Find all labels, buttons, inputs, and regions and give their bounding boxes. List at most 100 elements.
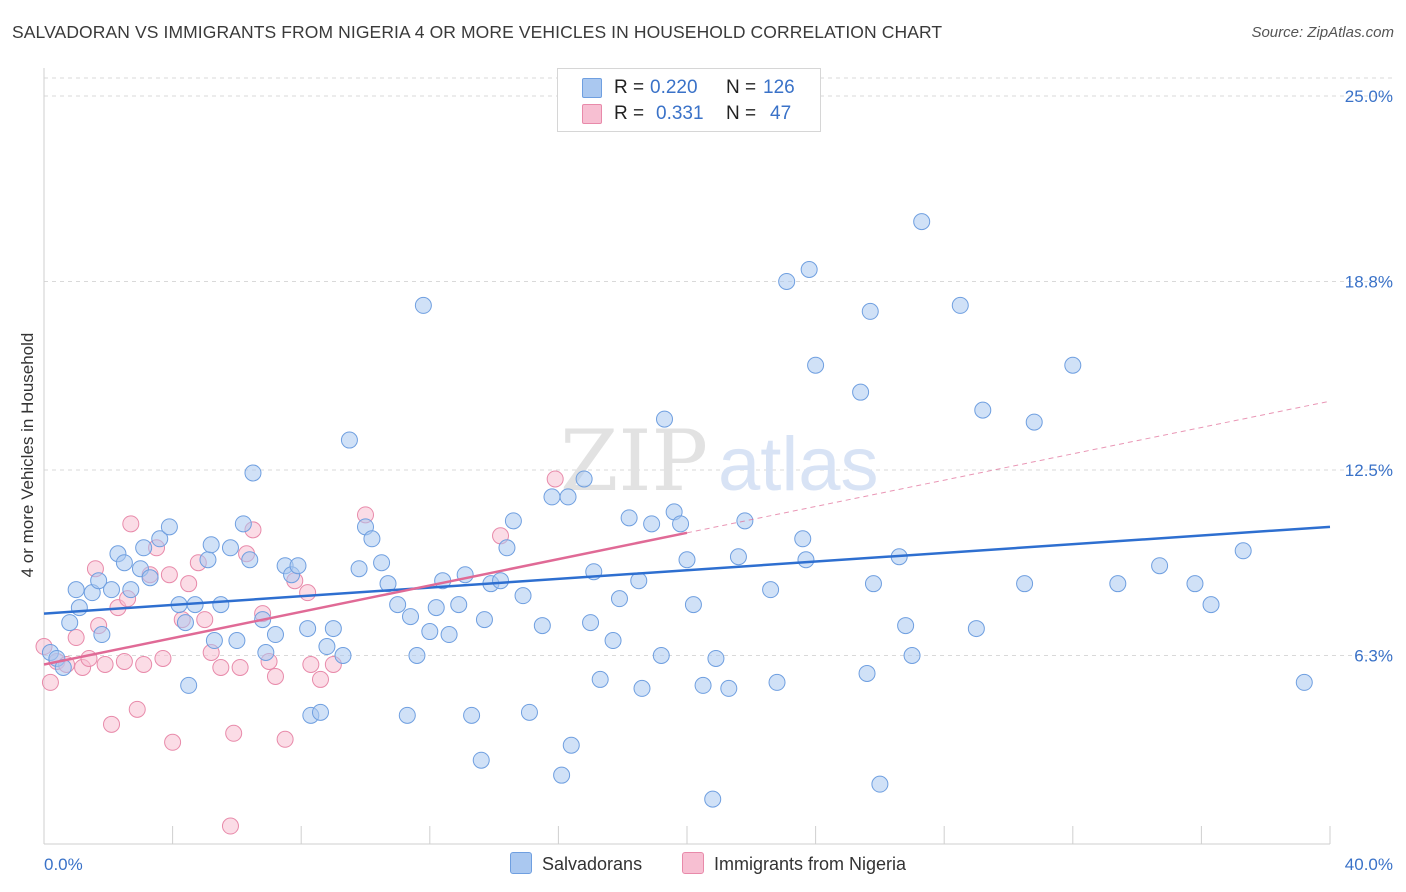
salvadoran-point	[93, 626, 111, 644]
legend-r-label: R =	[614, 77, 645, 98]
salvadoran-point	[61, 614, 79, 632]
salvadoran-point	[373, 554, 391, 572]
legend-label-salvadorans: Salvadorans	[542, 854, 643, 874]
nigeria-point	[266, 667, 284, 685]
salvadoran-point	[610, 590, 628, 608]
nigeria-point	[160, 566, 178, 584]
nigeria-point	[221, 817, 239, 835]
salvadoran-point	[729, 548, 747, 566]
legend-n-label: N =	[726, 77, 757, 98]
salvadoran-point	[707, 649, 725, 667]
salvadoran-point	[241, 551, 259, 569]
x-tick-label: 40.0%	[1345, 855, 1393, 874]
salvadoran-point	[212, 596, 230, 614]
salvadoran-point	[318, 638, 336, 656]
nigeria-point	[196, 611, 214, 629]
salvadoran-point	[1234, 542, 1252, 560]
salvadoran-point	[1186, 575, 1204, 593]
salvadoran-point	[205, 632, 223, 650]
salvadoran-point	[678, 551, 696, 569]
salvadoran-point	[562, 736, 580, 754]
nigeria-point	[546, 470, 564, 488]
salvadoran-point	[797, 551, 815, 569]
legend-r-value: 0.331	[656, 103, 704, 124]
nigeria-point	[311, 670, 329, 688]
salvadoran-point	[800, 261, 818, 278]
salvadoran-point	[604, 632, 622, 650]
y-tick-label: 6.3%	[1354, 646, 1393, 665]
salvadoran-point	[543, 488, 561, 506]
watermark-zip: ZIP	[560, 412, 708, 510]
salvadoran-point	[967, 620, 985, 638]
y-tick-label: 18.8%	[1345, 272, 1393, 291]
watermark: ZIP atlas	[560, 412, 879, 510]
salvadoran-point	[559, 488, 577, 506]
tick-labels: 6.3% 12.5% 18.8% 25.0% 0.0% 40.0%	[44, 87, 1393, 874]
salvadoran-point	[379, 575, 397, 593]
salvadoran-point	[115, 554, 133, 572]
salvadoran-point	[299, 620, 317, 638]
trend-lines	[43, 400, 1331, 666]
salvadoran-point	[794, 530, 812, 548]
salvadoran-point	[861, 302, 879, 320]
salvadoran-point	[1295, 673, 1313, 691]
watermark-atlas: atlas	[718, 422, 879, 507]
salvadoran-point	[176, 614, 194, 632]
legend-item-nigeria[interactable]: Immigrants from Nigeria	[682, 852, 906, 878]
salvadoran-point	[70, 599, 88, 617]
legend-swatch-pink	[682, 852, 704, 874]
salvadoran-point	[768, 673, 786, 691]
salvadoran-point	[575, 470, 593, 488]
salvadoran-point	[427, 599, 445, 617]
salvadoran-point	[736, 512, 754, 530]
salvadoran-point	[720, 679, 738, 697]
salvadoran-point	[160, 518, 178, 536]
nigeria-point	[225, 724, 243, 742]
salvadoran-point	[553, 766, 571, 784]
nigeria-point	[103, 715, 121, 733]
salvadoran-point	[492, 572, 510, 590]
source-label: Source: ZipAtlas.com	[1251, 24, 1394, 41]
nigeria-point	[231, 658, 249, 676]
nigeria-point	[299, 584, 317, 602]
salvadoran-point	[180, 676, 198, 694]
legend-item-salvadorans[interactable]: Salvadorans	[510, 852, 642, 878]
salvadoran-point	[311, 703, 329, 721]
axes	[43, 68, 1331, 845]
nigeria-point	[67, 629, 85, 647]
salvadoran-point	[1109, 575, 1127, 593]
salvadoran-point	[591, 670, 609, 688]
salvadoran-point	[694, 676, 712, 694]
salvadoran-point	[340, 431, 358, 449]
series-nigeria-points	[35, 470, 564, 835]
nigeria-point	[180, 575, 198, 593]
salvadoran-point	[103, 581, 121, 599]
salvadoran-point	[440, 626, 458, 644]
salvadoran-point	[1151, 557, 1169, 575]
salvadoran-point	[199, 551, 217, 569]
x-tick-label: 0.0%	[44, 855, 83, 874]
nigeria-point	[276, 730, 294, 748]
salvadoran-point	[582, 614, 600, 632]
salvadoran-point	[414, 296, 432, 314]
nigeria-point	[135, 655, 153, 673]
salvadoran-point	[234, 515, 252, 533]
salvadoran-point	[852, 383, 870, 401]
salvadoran-point	[398, 706, 416, 724]
nigeria-point	[128, 700, 146, 718]
salvadoran-point	[871, 775, 889, 793]
nigeria-point	[41, 673, 59, 691]
legend-n-value: 126	[763, 77, 795, 98]
salvadoran-point	[135, 539, 153, 557]
legend-swatch-blue	[582, 78, 602, 98]
salvadoran-point	[897, 617, 915, 635]
nigeria-point	[164, 733, 182, 751]
salvadoran-point	[202, 536, 220, 554]
salvadoran-point	[913, 213, 931, 231]
nigeria-point	[302, 655, 320, 673]
salvadoran-point	[67, 581, 85, 599]
salvadoran-point	[350, 560, 368, 578]
salvadoran-point	[402, 608, 420, 626]
legend-label-nigeria: Immigrants from Nigeria	[714, 854, 907, 874]
